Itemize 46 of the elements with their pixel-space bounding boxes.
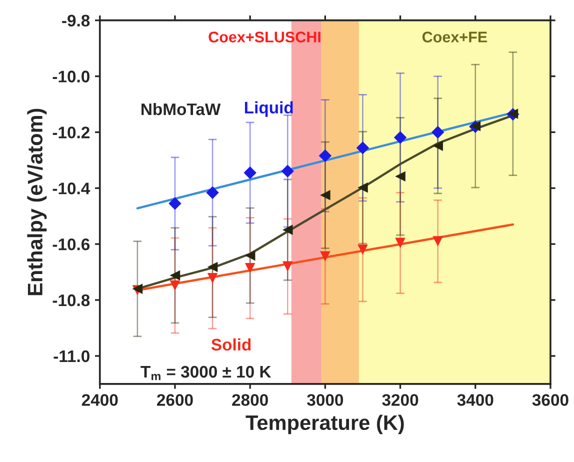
point bbox=[432, 140, 443, 152]
y-tick-label: -10.6 bbox=[52, 238, 90, 250]
y-tick-label: -9.8 bbox=[62, 14, 90, 27]
point bbox=[320, 251, 330, 262]
point bbox=[168, 197, 182, 210]
point bbox=[282, 261, 293, 272]
point bbox=[358, 182, 368, 193]
point bbox=[207, 262, 218, 272]
point bbox=[395, 238, 406, 248]
point bbox=[320, 190, 330, 200]
text: Solid bbox=[211, 338, 251, 351]
y-tick-label: -10.8 bbox=[52, 294, 90, 306]
point bbox=[318, 149, 332, 162]
point bbox=[170, 270, 180, 281]
point bbox=[244, 166, 256, 180]
annotation: T$_{m}$ = 3000 ± 10 K bbox=[140, 366, 272, 380]
x-tick-label: 2600 bbox=[157, 394, 193, 406]
band-label: Coex+FE bbox=[422, 32, 488, 42]
point bbox=[395, 171, 406, 182]
point bbox=[282, 224, 293, 235]
point bbox=[432, 236, 443, 246]
point bbox=[431, 126, 444, 139]
x-tick-label: 3600 bbox=[532, 394, 568, 406]
x-axis-title: Temperature (K) bbox=[246, 414, 404, 434]
y-tick-label: -11.0 bbox=[54, 350, 90, 362]
point bbox=[244, 250, 256, 261]
point bbox=[170, 280, 180, 291]
x-tick-label: 3200 bbox=[382, 394, 418, 406]
y-axis-title: Enthalpy (eV/atom) bbox=[27, 108, 47, 296]
x-tick-label: 3400 bbox=[457, 394, 494, 406]
annotation: NbMoTaW bbox=[142, 102, 221, 116]
y-tick-label: -10.4 bbox=[52, 182, 90, 194]
point bbox=[207, 273, 218, 284]
y-tick-label: -10.0 bbox=[52, 70, 90, 82]
point bbox=[281, 164, 294, 178]
text: Liquid bbox=[244, 101, 293, 117]
band-label: Coex+SLUSCHI bbox=[208, 32, 320, 42]
point bbox=[206, 186, 219, 199]
point bbox=[358, 244, 368, 255]
y-tick-label: -10.2 bbox=[52, 126, 90, 138]
point bbox=[244, 262, 256, 274]
point bbox=[356, 142, 370, 154]
x-tick-label: 3000 bbox=[307, 394, 344, 406]
x-tick-label: 2800 bbox=[232, 394, 268, 406]
point bbox=[394, 131, 407, 144]
x-tick-label: 2400 bbox=[82, 394, 118, 406]
